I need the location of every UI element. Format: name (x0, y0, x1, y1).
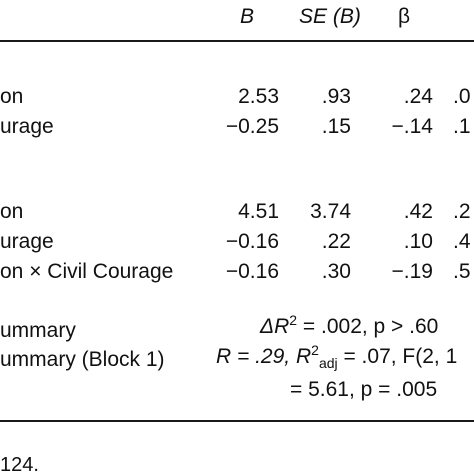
row-label: urage (0, 230, 54, 253)
column-header-b: B (240, 5, 255, 28)
r2adj-subscript: adj (318, 355, 338, 372)
cell-extra: .2 (453, 200, 471, 223)
bottom-rule (0, 420, 474, 422)
cell-extra: .0 (453, 85, 471, 108)
column-header-se-b: SE (B) (299, 5, 361, 28)
delta-r2-value: = .002, p > .60 (297, 315, 439, 338)
model-fit-statistic: R = .29, R2adj = .07, F(2, 1 (216, 343, 458, 370)
row-label: on (0, 85, 24, 108)
cell-beta: .42 (403, 200, 433, 223)
cell-se: .30 (321, 260, 351, 283)
cell-beta: .10 (403, 230, 433, 253)
cell-extra: .1 (453, 115, 471, 138)
row-label: on (0, 200, 24, 223)
cell-se: .93 (321, 85, 351, 108)
summary-label-1: ummary (0, 319, 76, 342)
cell-beta: −.14 (391, 115, 433, 138)
summary-label-2: ummary (Block 1) (0, 348, 165, 371)
cell-se: .22 (321, 230, 351, 253)
footnote: 124. (0, 454, 39, 474)
cell-beta: .24 (403, 85, 433, 108)
delta-r2-statistic: ΔR2 = .002, p > .60 (260, 313, 439, 338)
cell-b: 2.53 (238, 85, 279, 108)
cell-se: .15 (321, 115, 351, 138)
r2adj-superscript: 2 (311, 342, 319, 358)
f-statistic: = .07, F(2, 1 (337, 345, 458, 368)
r-values: R = .29, R (216, 345, 312, 368)
delta-r2-symbol: ΔR (260, 315, 290, 338)
cell-b: −0.16 (225, 260, 279, 283)
cell-extra: .5 (453, 260, 471, 283)
row-label: on × Civil Courage (0, 260, 174, 283)
header-rule (0, 40, 474, 42)
cell-beta: −.19 (391, 260, 433, 283)
cell-b: −0.25 (225, 115, 279, 138)
cell-se: 3.74 (310, 200, 351, 223)
cell-b: −0.16 (225, 230, 279, 253)
cell-extra: .4 (453, 230, 471, 253)
column-header-beta: β (398, 5, 411, 28)
delta-r2-superscript: 2 (289, 312, 298, 328)
row-label: urage (0, 115, 54, 138)
model-fit-statistic-continued: = 5.61, p = .005 (290, 378, 438, 401)
cell-b: 4.51 (238, 200, 279, 223)
